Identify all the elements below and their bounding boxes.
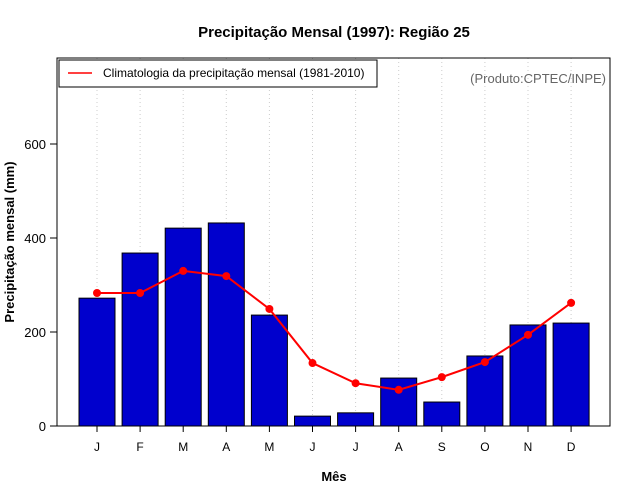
climatology-point-3 [222, 272, 231, 281]
x-tick-label: O [480, 440, 489, 454]
bar-4 [250, 314, 288, 427]
bar-6 [337, 412, 375, 427]
x-tick-label: M [178, 440, 188, 454]
legend-box [58, 59, 378, 88]
climatology-point-1 [136, 288, 145, 297]
y-tick-label: 200 [24, 325, 46, 340]
bar-0 [78, 297, 116, 427]
x-tick-label: S [438, 440, 446, 454]
plot-frame [56, 57, 611, 427]
climatology-point-7 [394, 385, 403, 394]
climatology-point-6 [351, 379, 360, 388]
bar-1 [121, 252, 159, 427]
x-tick-label: A [222, 440, 230, 454]
legend-label: Climatologia da precipitação mensal (198… [103, 66, 364, 80]
bar-2 [164, 227, 202, 427]
y-tick-label: 0 [39, 419, 46, 434]
climatology-point-10 [524, 330, 532, 339]
x-tick-label: F [136, 440, 143, 454]
climatology-line [97, 269, 572, 391]
y-axis-label: Precipitação mensal (mm) [2, 161, 17, 322]
chart-title: Precipitação Mensal (1997): Região 25 [198, 24, 470, 41]
x-tick-label: A [395, 440, 403, 454]
x-tick-label: J [94, 440, 100, 454]
bar-3 [207, 222, 245, 427]
x-axis-label: Mês [321, 469, 346, 484]
climatology-point-2 [179, 266, 188, 275]
x-tick-label: M [264, 440, 274, 454]
x-tick-label: D [567, 440, 576, 454]
source-annotation: (Produto:CPTEC/INPE) [470, 71, 606, 86]
bar-8 [423, 401, 461, 427]
climatology-point-8 [437, 373, 446, 382]
bar-10 [509, 324, 547, 427]
climatology-point-0 [93, 288, 101, 297]
y-tick-label: 600 [24, 137, 46, 152]
climatology-point-11 [567, 298, 576, 307]
legend: Climatologia da precipitação mensal (198… [58, 59, 378, 88]
bar-11 [552, 322, 590, 427]
climatology-point-9 [480, 358, 489, 367]
x-tick-label: J [353, 440, 359, 454]
bar-5 [294, 415, 331, 427]
climatology-point-4 [265, 304, 274, 313]
climatology-point-5 [308, 359, 317, 368]
x-tick-label: J [310, 440, 316, 454]
x-tick-label: N [524, 440, 533, 454]
y-tick-label: 400 [24, 231, 46, 246]
